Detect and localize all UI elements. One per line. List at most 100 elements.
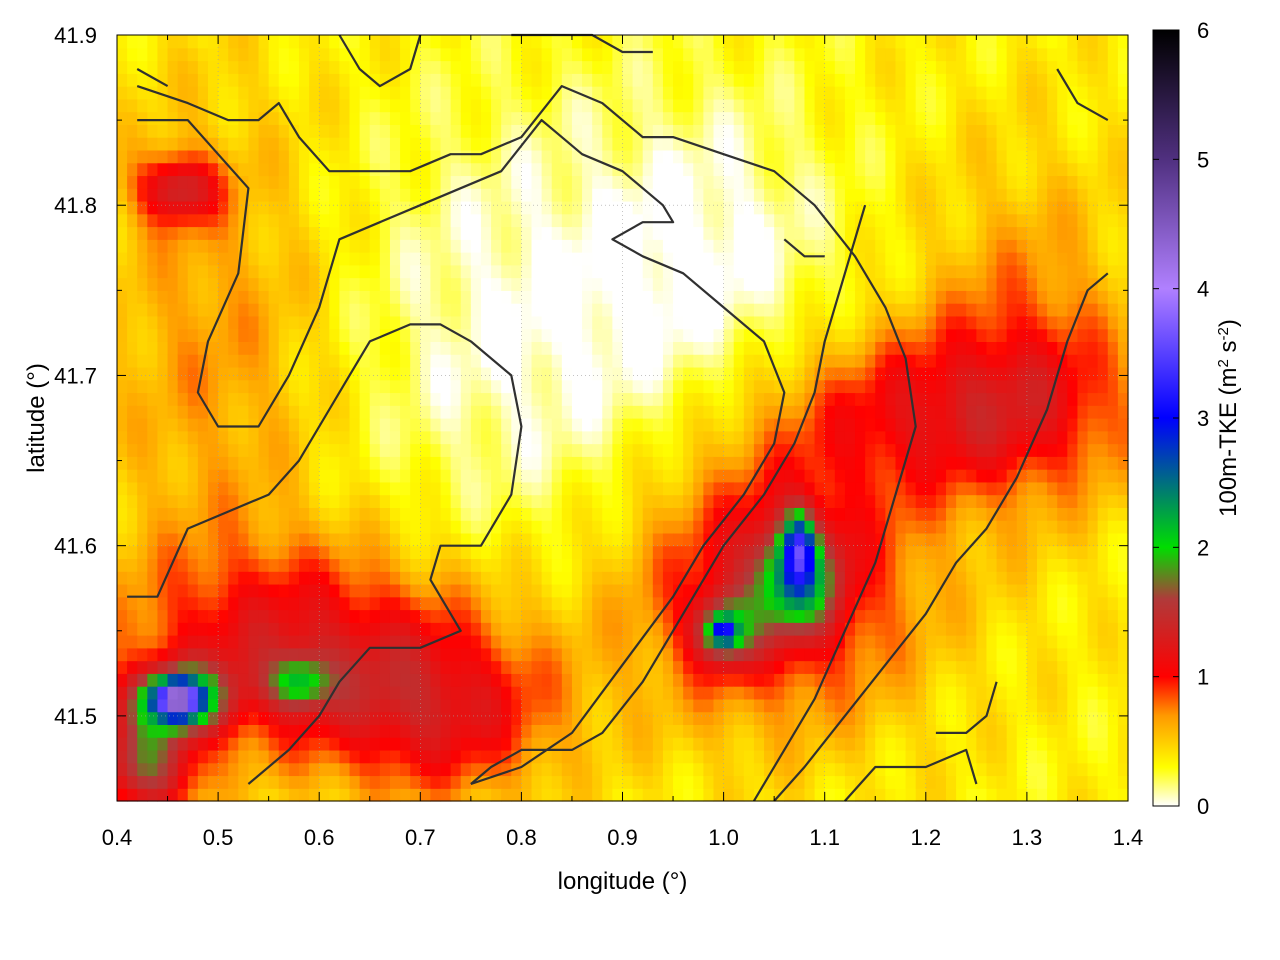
heat-cell	[167, 315, 179, 330]
heat-cell	[379, 686, 391, 700]
heat-cell	[824, 162, 836, 177]
heat-cell	[349, 481, 361, 496]
heat-cell	[278, 788, 290, 802]
heat-cell	[582, 418, 593, 432]
heat-cell	[844, 481, 856, 496]
heat-cell	[551, 366, 563, 381]
heat-cell	[319, 137, 330, 151]
heat-cell	[561, 264, 573, 279]
heat-cell	[824, 188, 836, 202]
heat-cell	[359, 558, 371, 572]
heat-cell	[642, 724, 654, 738]
heat-cell	[470, 405, 482, 419]
heat-cell	[743, 749, 755, 764]
heat-cell	[157, 290, 169, 304]
heat-cell	[844, 379, 856, 394]
heat-cell	[703, 405, 715, 419]
heat-cell	[349, 188, 361, 202]
heat-cell	[258, 60, 270, 74]
heat-cell	[228, 98, 239, 113]
heat-cell	[713, 788, 725, 802]
heat-cell	[278, 86, 290, 100]
heat-cell	[521, 647, 533, 662]
heat-cell	[238, 303, 250, 317]
heat-cell	[612, 481, 624, 496]
heat-cell	[824, 622, 836, 636]
heat-cell	[895, 481, 907, 496]
heat-cell	[460, 366, 472, 381]
heat-cell	[319, 239, 330, 253]
heat-cell	[673, 60, 684, 74]
heat-cell	[925, 60, 937, 74]
heat-cell	[440, 290, 452, 304]
heat-cell	[602, 609, 613, 623]
heat-cell	[228, 724, 239, 738]
heat-cell	[784, 213, 795, 228]
heat-cell	[693, 507, 704, 521]
heat-cell	[117, 264, 128, 279]
heat-cell	[632, 328, 644, 342]
heat-cell	[733, 443, 745, 457]
heat-cell	[571, 290, 583, 304]
heat-cell	[298, 469, 310, 483]
heat-cell	[197, 571, 209, 585]
heat-cell	[319, 711, 330, 725]
heat-cell	[218, 418, 229, 432]
heat-cell	[349, 60, 361, 74]
heat-cell	[673, 290, 684, 304]
heat-cell	[703, 571, 715, 585]
heat-cell	[703, 328, 715, 342]
heat-cell	[571, 635, 583, 649]
heat-cell	[703, 341, 715, 355]
heat-cell	[501, 149, 512, 164]
heat-cell	[875, 571, 886, 585]
heat-cell	[359, 354, 371, 368]
heat-cell	[683, 226, 694, 240]
heat-cell	[278, 392, 290, 406]
heat-cell	[693, 162, 704, 177]
heat-cell	[743, 609, 755, 623]
heat-cell	[723, 290, 735, 304]
heat-cell	[683, 469, 694, 483]
heat-cell	[440, 494, 452, 508]
heat-cell	[207, 252, 219, 266]
heat-cell	[400, 264, 411, 279]
heat-cell	[430, 264, 442, 279]
heat-cell	[824, 405, 836, 419]
heat-cell	[187, 635, 199, 649]
heat-cell	[865, 303, 876, 317]
heat-cell	[117, 315, 128, 330]
heat-cell	[288, 622, 300, 636]
heat-cell	[491, 469, 502, 483]
heat-cell	[359, 35, 371, 49]
heat-cell	[915, 673, 927, 687]
heat-cell	[602, 520, 613, 534]
heat-cell	[258, 111, 270, 125]
heat-cell	[652, 341, 664, 355]
heat-cell	[117, 545, 128, 560]
heat-cell	[622, 443, 634, 457]
heat-cell	[117, 226, 128, 240]
heat-cell	[177, 609, 189, 623]
heat-cell	[844, 749, 856, 764]
heat-cell	[339, 788, 351, 802]
heat-cell	[733, 788, 745, 802]
heat-cell	[592, 328, 603, 342]
heat-cell	[420, 430, 432, 445]
heat-cell	[137, 98, 148, 113]
heat-cell	[470, 609, 482, 623]
heat-cell	[258, 35, 270, 49]
heat-cell	[480, 226, 492, 240]
heat-cell	[480, 354, 492, 368]
heat-cell	[946, 647, 957, 662]
heat-cell	[400, 418, 411, 432]
heat-cell	[875, 443, 886, 457]
heat-cell	[480, 698, 492, 713]
heat-cell	[602, 660, 613, 674]
heat-cell	[319, 277, 330, 291]
heat-cell	[683, 571, 694, 585]
heat-cell	[764, 175, 775, 189]
heat-cell	[875, 635, 886, 649]
heat-cell	[420, 315, 432, 330]
heat-cell	[804, 35, 816, 49]
